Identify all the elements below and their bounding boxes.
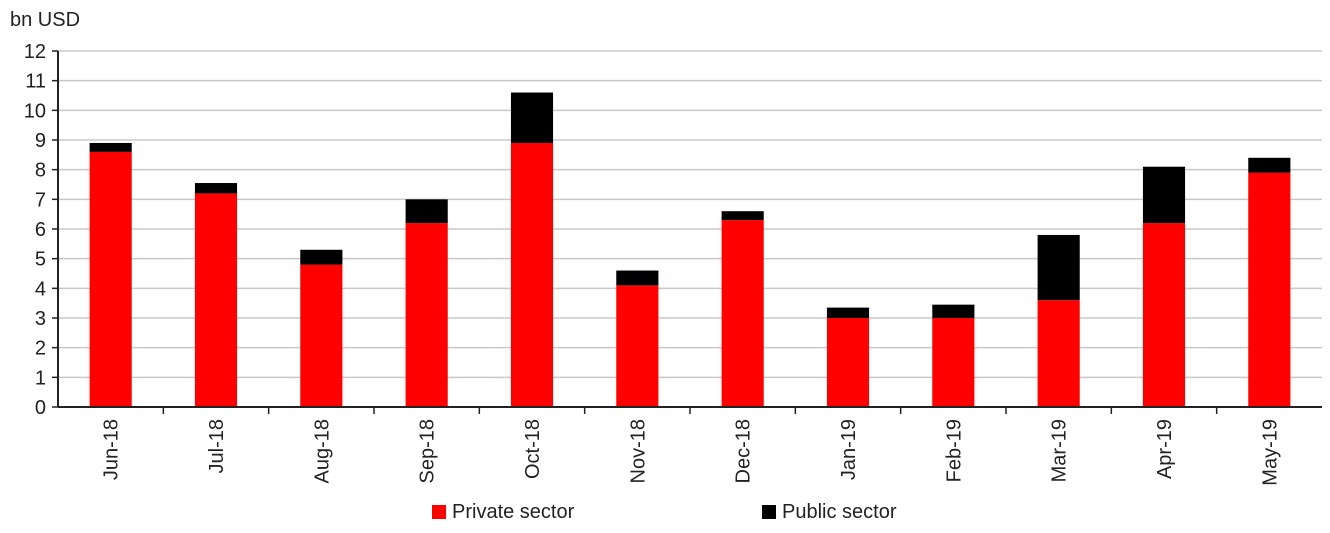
- bar-public-apr-19: [1142, 166, 1186, 224]
- bar-public-jul-18: [194, 183, 238, 194]
- legend-swatch-public: [762, 505, 776, 519]
- bar-public-jun-18: [89, 142, 132, 152]
- bar-private-aug-18: [300, 264, 343, 407]
- bar-private-jan-19: [826, 318, 870, 407]
- legend-label-public: Public sector: [782, 501, 897, 523]
- bar-private-oct-18: [510, 142, 554, 407]
- gridlines: [58, 50, 1322, 379]
- y-tick-label: 12: [24, 41, 46, 63]
- x-tick-label: Nov-18: [627, 419, 649, 483]
- x-tick-label: Aug-18: [311, 419, 333, 484]
- legend-label-private: Private sector: [452, 501, 575, 523]
- y-tick-label: 10: [24, 100, 46, 122]
- y-tick-label: 6: [35, 219, 46, 241]
- bar-public-feb-19: [932, 304, 975, 318]
- bar-public-oct-18: [510, 92, 554, 143]
- x-tick-label: Jun-18: [101, 419, 123, 480]
- bar-public-jan-19: [826, 307, 870, 318]
- x-tick-label: Mar-19: [1049, 419, 1071, 482]
- bar-public-may-19: [1248, 157, 1291, 173]
- y-tick-label: 9: [35, 130, 46, 152]
- y-axis-unit-label: bn USD: [10, 9, 80, 31]
- x-tick-label: Dec-18: [733, 419, 755, 483]
- y-tick-label: 5: [35, 249, 46, 271]
- bar-public-aug-18: [300, 249, 343, 265]
- bar-private-mar-19: [1037, 300, 1080, 407]
- x-tick-label: Jul-18: [206, 419, 228, 473]
- x-tick-label: Jan-19: [838, 419, 860, 480]
- legend-swatch-private: [432, 505, 446, 519]
- y-tick-label: 1: [35, 367, 46, 389]
- y-tick-label: 8: [35, 160, 46, 182]
- bar-private-may-19: [1248, 172, 1291, 407]
- x-tick-label: Sep-18: [417, 419, 439, 484]
- y-tick-label: 2: [35, 338, 46, 360]
- bars: [89, 92, 1291, 407]
- bar-private-sep-18: [405, 223, 448, 407]
- bar-private-feb-19: [932, 318, 975, 407]
- x-tick-label: Feb-19: [943, 419, 965, 482]
- bar-private-jun-18: [89, 151, 132, 407]
- bar-private-apr-19: [1142, 223, 1186, 407]
- x-tick-label: Apr-19: [1154, 419, 1176, 479]
- bar-public-dec-18: [721, 211, 764, 221]
- bar-private-nov-18: [616, 285, 659, 407]
- y-tick-label: 3: [35, 308, 46, 330]
- x-tick-label: May-19: [1259, 419, 1281, 486]
- legend: Private sector Public sector: [432, 501, 897, 523]
- bar-private-dec-18: [721, 220, 764, 407]
- y-tick-label: 7: [35, 189, 46, 211]
- y-tick-label: 4: [35, 278, 46, 300]
- bar-public-mar-19: [1037, 234, 1080, 301]
- y-tick-label: 0: [35, 397, 46, 419]
- bar-public-nov-18: [616, 270, 659, 286]
- bar-public-sep-18: [405, 199, 448, 224]
- y-tick-label: 11: [25, 71, 46, 93]
- x-tick-label: Oct-18: [522, 419, 544, 479]
- bar-private-jul-18: [194, 193, 238, 407]
